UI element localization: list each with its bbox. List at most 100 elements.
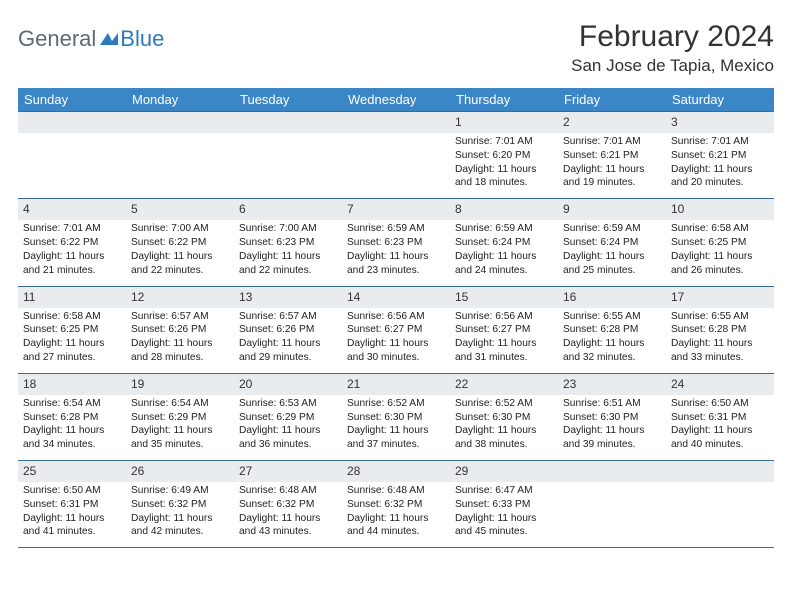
day-detail-cell: Sunrise: 6:57 AMSunset: 6:26 PMDaylight:… [126,308,234,373]
daylight-line: Daylight: 11 hours and 31 minutes. [455,337,553,365]
sunrise-line: Sunrise: 6:57 AM [131,310,229,324]
week-row: 11121314151617Sunrise: 6:58 AMSunset: 6:… [18,287,774,374]
day-number: 20 [239,376,337,392]
week-detail-row: Sunrise: 6:58 AMSunset: 6:25 PMDaylight:… [18,308,774,373]
sunrise-line: Sunrise: 6:50 AM [23,484,121,498]
sunrise-line: Sunrise: 6:54 AM [131,397,229,411]
sunrise-line: Sunrise: 6:47 AM [455,484,553,498]
day-detail-cell: Sunrise: 7:01 AMSunset: 6:22 PMDaylight:… [18,220,126,285]
sunset-line: Sunset: 6:23 PM [347,236,445,250]
sunset-line: Sunset: 6:25 PM [671,236,769,250]
sunrise-line: Sunrise: 6:58 AM [671,222,769,236]
day-number: 10 [671,201,769,217]
day-detail-cell: Sunrise: 6:54 AMSunset: 6:29 PMDaylight:… [126,395,234,460]
day-detail-cell: Sunrise: 6:56 AMSunset: 6:27 PMDaylight:… [450,308,558,373]
day-number: 14 [347,289,445,305]
sunset-line: Sunset: 6:26 PM [131,323,229,337]
day-number: 26 [131,463,229,479]
calendar-grid: Sunday Monday Tuesday Wednesday Thursday… [18,88,774,548]
sunrise-line: Sunrise: 6:48 AM [347,484,445,498]
sunset-line: Sunset: 6:31 PM [671,411,769,425]
week-detail-row: Sunrise: 6:50 AMSunset: 6:31 PM Daylight:… [18,482,774,547]
day-detail-cell: Sunrise: 7:00 AMSunset: 6:23 PMDaylight:… [234,220,342,285]
day-number-cell [234,112,342,133]
day-number: 12 [131,289,229,305]
sunset-line: Sunset: 6:32 PM [347,498,445,512]
day-detail-cell: Sunrise: 6:50 AMSunset: 6:31 PMDaylight:… [666,395,774,460]
day-detail-cell [126,133,234,198]
day-header: Friday [558,88,666,111]
day-detail-cell [18,133,126,198]
day-number: 13 [239,289,337,305]
sunset-line: Sunset: 6:32 PM [239,498,337,512]
day-number-cell: 8 [450,199,558,220]
day-number-cell: 29 [450,461,558,482]
week-number-row: 45678910 [18,199,774,220]
daylight-line: Daylight: 11 hours and 34 minutes. [23,424,121,452]
sunset-line: Sunset: 6:23 PM [239,236,337,250]
day-number-cell: 20 [234,374,342,395]
logo-text-blue: Blue [120,26,164,52]
sunrise-line: Sunrise: 7:01 AM [23,222,121,236]
weeks-container: 123Sunrise: 7:01 AMSunset: 6:20 PMDaylig… [18,111,774,548]
sunrise-line: Sunrise: 6:48 AM [239,484,337,498]
day-number-cell: 18 [18,374,126,395]
sunset-line: Sunset: 6:22 PM [23,236,121,250]
sunrise-line: Sunrise: 6:56 AM [455,310,553,324]
week-number-row: 18192021222324 [18,374,774,395]
daylight-line: Daylight: 11 hours and 26 minutes. [671,250,769,278]
daylight-line: Daylight: 11 hours and 44 minutes. [347,512,445,540]
day-number-cell: 15 [450,287,558,308]
sunset-line: Sunset: 6:22 PM [131,236,229,250]
day-number: 29 [455,463,553,479]
day-number-cell: 25 [18,461,126,482]
daylight-line: Daylight: 11 hours and 43 minutes. [239,512,337,540]
location-subtitle: San Jose de Tapia, Mexico [571,56,774,76]
sunset-line: Sunset: 6:29 PM [131,411,229,425]
sunset-line: Sunset: 6:27 PM [455,323,553,337]
daylight-line: Daylight: 11 hours and 39 minutes. [563,424,661,452]
day-detail-cell: Sunrise: 6:58 AMSunset: 6:25 PMDaylight:… [666,220,774,285]
day-number: 4 [23,201,121,217]
day-number: 5 [131,201,229,217]
sunset-line: Sunset: 6:25 PM [23,323,121,337]
sunrise-line: Sunrise: 6:51 AM [563,397,661,411]
day-number-cell: 28 [342,461,450,482]
sunrise-line: Sunrise: 6:59 AM [347,222,445,236]
daylight-line: Daylight: 11 hours and 18 minutes. [455,163,553,191]
day-number-cell: 1 [450,112,558,133]
day-number-cell [558,461,666,482]
day-number-cell: 10 [666,199,774,220]
day-detail-cell: Sunrise: 6:53 AMSunset: 6:29 PMDaylight:… [234,395,342,460]
week-row: 18192021222324Sunrise: 6:54 AMSunset: 6:… [18,374,774,461]
daylight-line: Daylight: 11 hours and 25 minutes. [563,250,661,278]
daylight-line: Daylight: 11 hours and 20 minutes. [671,163,769,191]
sunrise-line: Sunrise: 7:01 AM [455,135,553,149]
sunset-line: Sunset: 6:21 PM [671,149,769,163]
day-detail-cell: Sunrise: 6:48 AMSunset: 6:32 PMDaylight:… [234,482,342,547]
day-header: Wednesday [342,88,450,111]
sunrise-line: Sunrise: 6:54 AM [23,397,121,411]
week-number-row: 11121314151617 [18,287,774,308]
week-row: 123Sunrise: 7:01 AMSunset: 6:20 PMDaylig… [18,111,774,199]
sunrise-line: Sunrise: 6:52 AM [347,397,445,411]
day-number: 16 [563,289,661,305]
sunset-line: Sunset: 6:31 PM [23,498,121,512]
header: General Blue February 2024 San Jose de T… [18,20,774,76]
day-header: Sunday [18,88,126,111]
day-number: 17 [671,289,769,305]
day-headers-row: Sunday Monday Tuesday Wednesday Thursday… [18,88,774,111]
day-number: 25 [23,463,121,479]
day-number-cell: 16 [558,287,666,308]
day-detail-cell: Sunrise: 6:59 AMSunset: 6:24 PMDaylight:… [450,220,558,285]
day-header: Thursday [450,88,558,111]
day-number: 9 [563,201,661,217]
day-detail-cell: Sunrise: 6:57 AMSunset: 6:26 PMDaylight:… [234,308,342,373]
sunrise-line: Sunrise: 6:52 AM [455,397,553,411]
day-number-cell: 24 [666,374,774,395]
day-header: Tuesday [234,88,342,111]
sunset-line: Sunset: 6:33 PM [455,498,553,512]
day-number: 15 [455,289,553,305]
day-number: 27 [239,463,337,479]
day-detail-cell: Sunrise: 6:52 AMSunset: 6:30 PMDaylight:… [450,395,558,460]
